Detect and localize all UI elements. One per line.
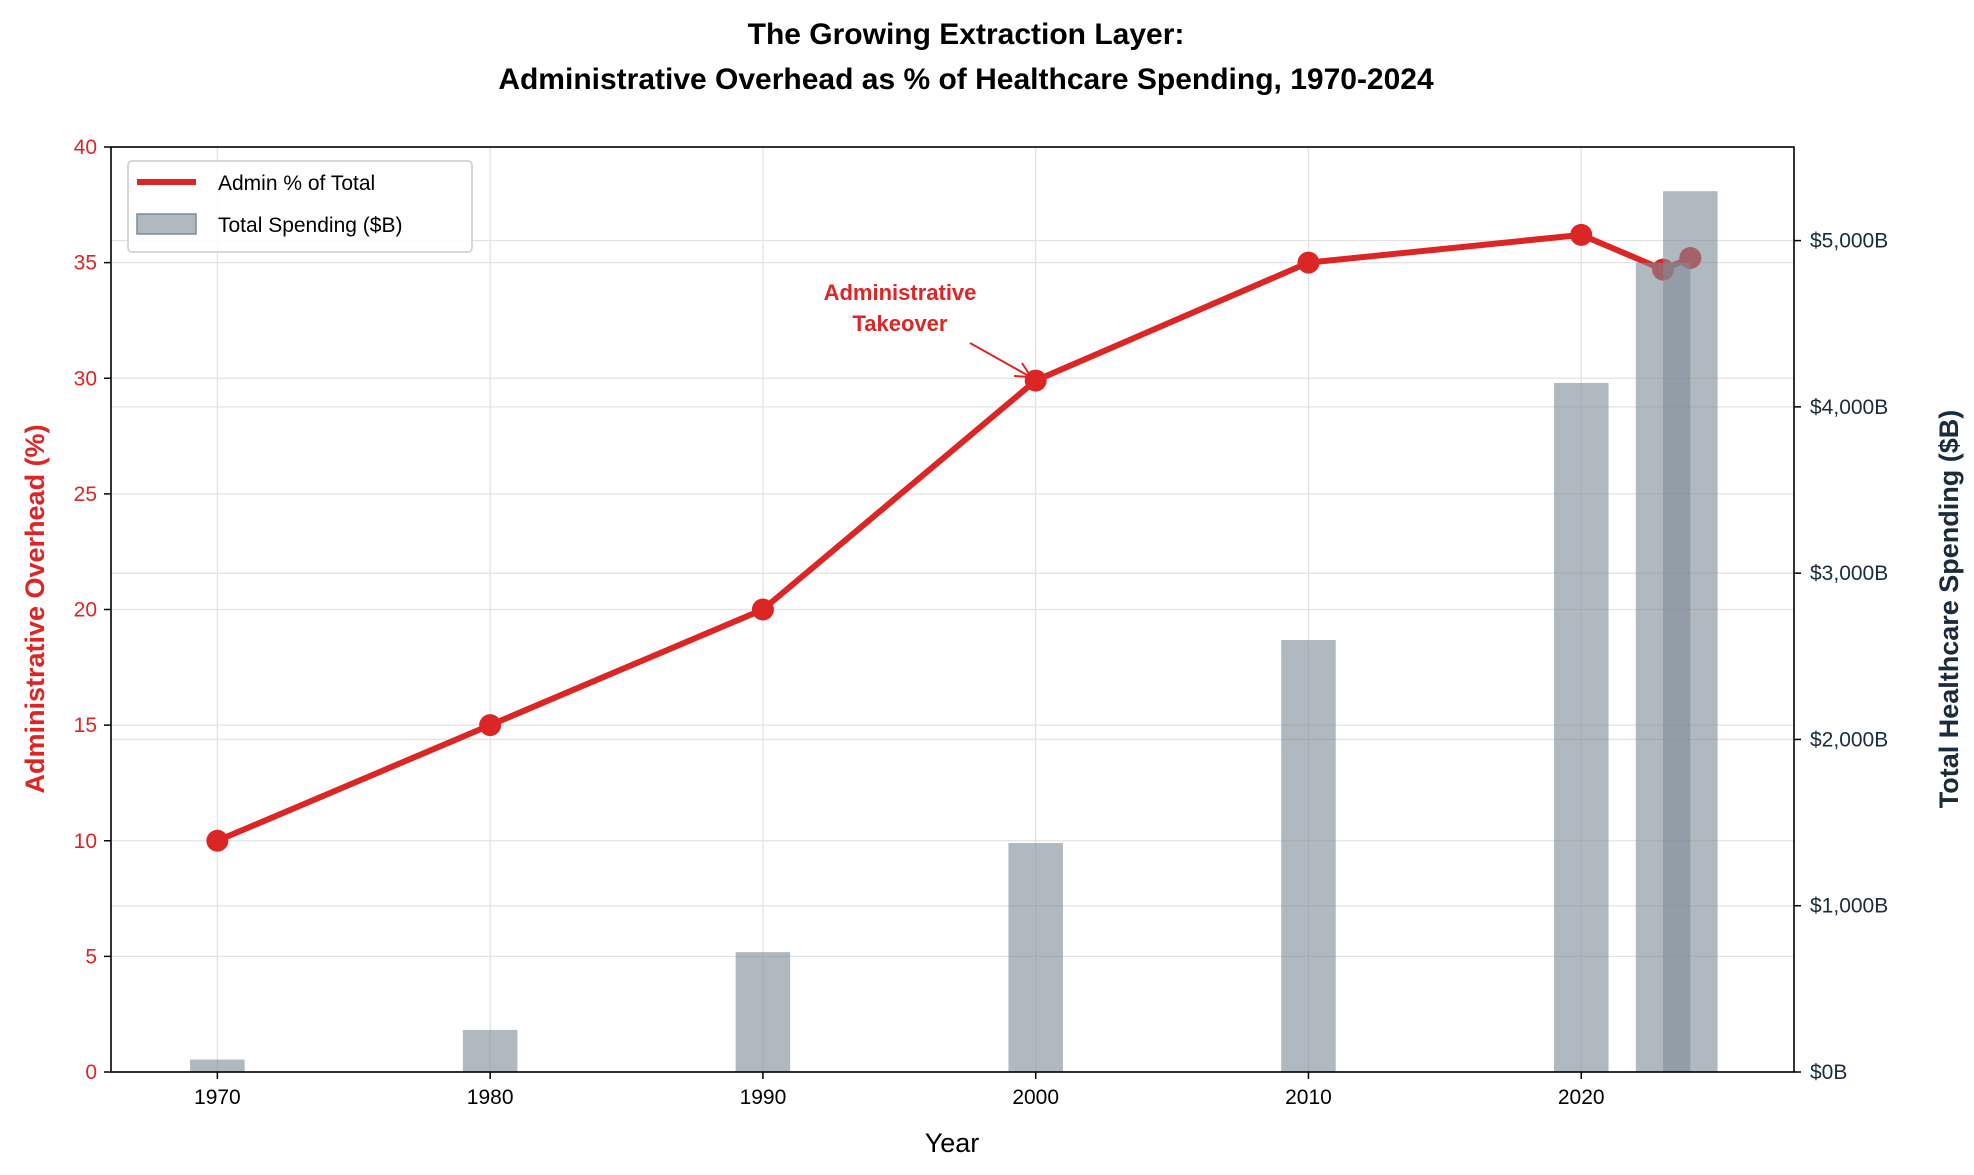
spending-bar [1663,191,1718,1072]
admin-percent-point [1297,251,1320,274]
spending-bar [735,952,791,1072]
x-tick-label: 2010 [1285,1086,1332,1109]
spending-bar [462,1029,518,1072]
y-left-tick-label: 0 [85,1061,97,1084]
y-left-tick-label: 30 [74,367,97,390]
y-left-tick-label: 25 [74,483,97,506]
x-axis-label: Year [925,1128,980,1158]
annotation-arrow [969,342,1028,376]
y-left-tick-label: 15 [74,714,97,737]
spending-bar [1553,382,1609,1072]
spending-bars [190,191,1718,1073]
y-axis-left-label: Administrative Overhead (%) [20,424,50,793]
legend-label-spending: Total Spending ($B) [218,214,402,237]
annotation-line-1: Administrative [824,280,977,305]
x-tick-label: 1990 [740,1086,787,1109]
y-left-tick-label: 40 [74,136,97,159]
chart-title-line-2: Administrative Overhead as % of Healthca… [498,63,1434,96]
legend-box [127,160,473,253]
admin-percent-point [1570,223,1593,246]
legend-label-admin: Admin % of Total [218,172,375,195]
spending-bar [1281,640,1336,1072]
x-tick-label: 2020 [1558,1086,1605,1109]
y-right-tick-label: $0B [1810,1061,1847,1084]
y-right-tick-label: $1,000B [1810,895,1888,918]
y-right-tick-label: $2,000B [1810,728,1888,751]
admin-percent-line [216,231,1692,844]
admin-percent-point [479,714,502,737]
y-left-tick-label: 5 [85,945,97,968]
grid [111,146,1794,1073]
legend-bar-swatch [136,213,197,235]
annotation-arrowhead [1013,362,1032,378]
x-tick-label: 1980 [467,1086,514,1109]
legend: Admin % of Total Total Spending ($B) [127,160,473,253]
y-right-tick-label: $3,000B [1810,562,1888,585]
spending-bar [190,1059,245,1072]
y-left-tick-label: 35 [74,252,97,275]
ticks: 1970 1980 1990 2000 2010 2020 0 5 10 15 20 25 30 35 40… [74,136,1889,1109]
admin-percent-point [751,598,774,621]
y-right-tick-label: $5,000B [1810,230,1888,253]
x-tick-label: 1970 [194,1086,241,1109]
annotation: Administrative Takeover [824,280,1032,378]
y-axis-right-label: Total Healthcare Spending ($B) [1934,410,1964,809]
annotation-line-2: Takeover [853,311,948,336]
admin-percent-point [206,829,229,852]
y-right-tick-label: $4,000B [1810,396,1888,419]
x-tick-label: 2000 [1012,1086,1059,1109]
spending-bar [1008,843,1063,1072]
chart-title-line-1: The Growing Extraction Layer: [748,18,1185,51]
y-left-tick-label: 20 [74,599,97,622]
y-left-tick-label: 10 [74,830,97,853]
admin-line-layer [206,223,1702,852]
